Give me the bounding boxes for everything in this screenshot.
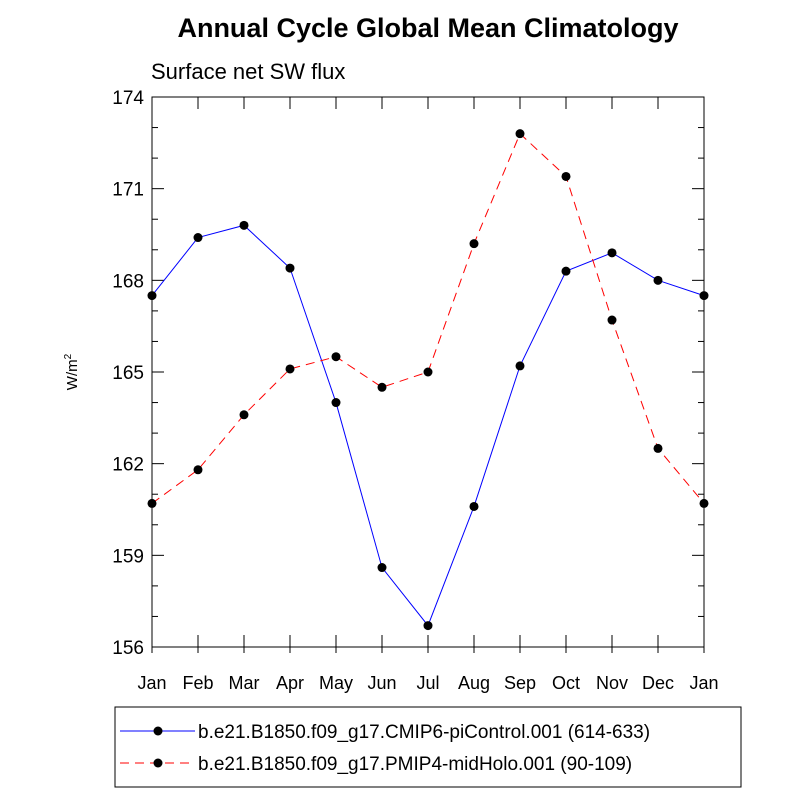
series-1-point [193,233,203,243]
y-tick-label: 165 [112,363,144,384]
x-tick-label: Nov [596,673,628,693]
y-tick-label: 159 [112,546,144,567]
x-tick-label: Sep [504,673,536,693]
series-2-point [285,364,295,374]
series-1-point [331,398,341,408]
series-1-point [147,291,157,301]
x-tick-label: Oct [552,673,580,693]
series-1-point [515,361,525,371]
series-2-point [377,382,387,392]
x-tick-label: Apr [276,673,304,693]
y-tick-label: 156 [112,638,144,659]
series-line-2 [151,132,705,504]
series-1-point [607,248,617,258]
series-1-point [653,275,663,285]
x-tick-label: Jan [689,673,718,693]
series-2-point [147,498,157,508]
series-line-1 [151,224,705,627]
legend-items: b.e21.B1850.f09_g17.CMIP6-piControl.001 … [120,722,650,775]
y-tick-label: 171 [112,180,144,201]
y-axis-label-superscript: 2 [63,353,74,359]
legend-label-2: b.e21.B1850.f09_g17.PMIP4-midHolo.001 (9… [198,754,632,775]
series-1-point [423,621,433,631]
series-2-point [193,465,203,475]
legend-marker-2 [153,758,163,768]
x-tick-label: Jan [137,673,166,693]
series-1-point [377,563,387,573]
series-2-point [607,315,617,325]
legend-box [114,706,742,788]
x-tick-label: Feb [182,673,213,693]
x-tick-label: Jul [416,673,439,693]
series-1-point [285,263,295,273]
y-tick-label: 168 [112,271,144,292]
series-2-point [561,171,571,181]
series-2-point [515,129,525,139]
legend-label-1: b.e21.B1850.f09_g17.CMIP6-piControl.001 … [198,722,650,743]
legend-marker-1 [153,726,163,736]
series-2-point [699,498,709,508]
y-tick-label: 174 [112,88,144,109]
series-2-point [239,410,249,420]
series-2-point [653,443,663,453]
series-1-point [561,266,571,276]
series-layer [147,129,709,631]
x-tick-label: Dec [642,673,674,693]
x-tick-label: Mar [229,673,260,693]
y-axis-label-base: W/m [64,359,81,390]
x-tick-label: Aug [458,673,490,693]
series-1-point [239,220,249,230]
series-2-point [423,367,433,377]
x-axis: Jan Feb Mar Apr May Jun Jul Aug Sep Oct Nov Dec Jan [137,97,719,693]
x-tick-label: Jun [367,673,396,693]
y-axis-label: W/m2 [63,353,81,390]
series-1-point [699,291,709,301]
chart-title: Annual Cycle Global Mean Climatology [177,13,678,43]
legend: b.e21.B1850.f09_g17.CMIP6-piControl.001 … [114,706,742,788]
series-2-point [469,239,479,249]
series-2-point [331,352,341,362]
x-tick-label: May [319,673,353,693]
y-axis: 156 159 162 165 168 171 174 [112,88,704,659]
chart-subtitle: Surface net SW flux [151,59,345,84]
y-tick-label: 162 [112,455,144,476]
series-1-point [469,501,479,511]
